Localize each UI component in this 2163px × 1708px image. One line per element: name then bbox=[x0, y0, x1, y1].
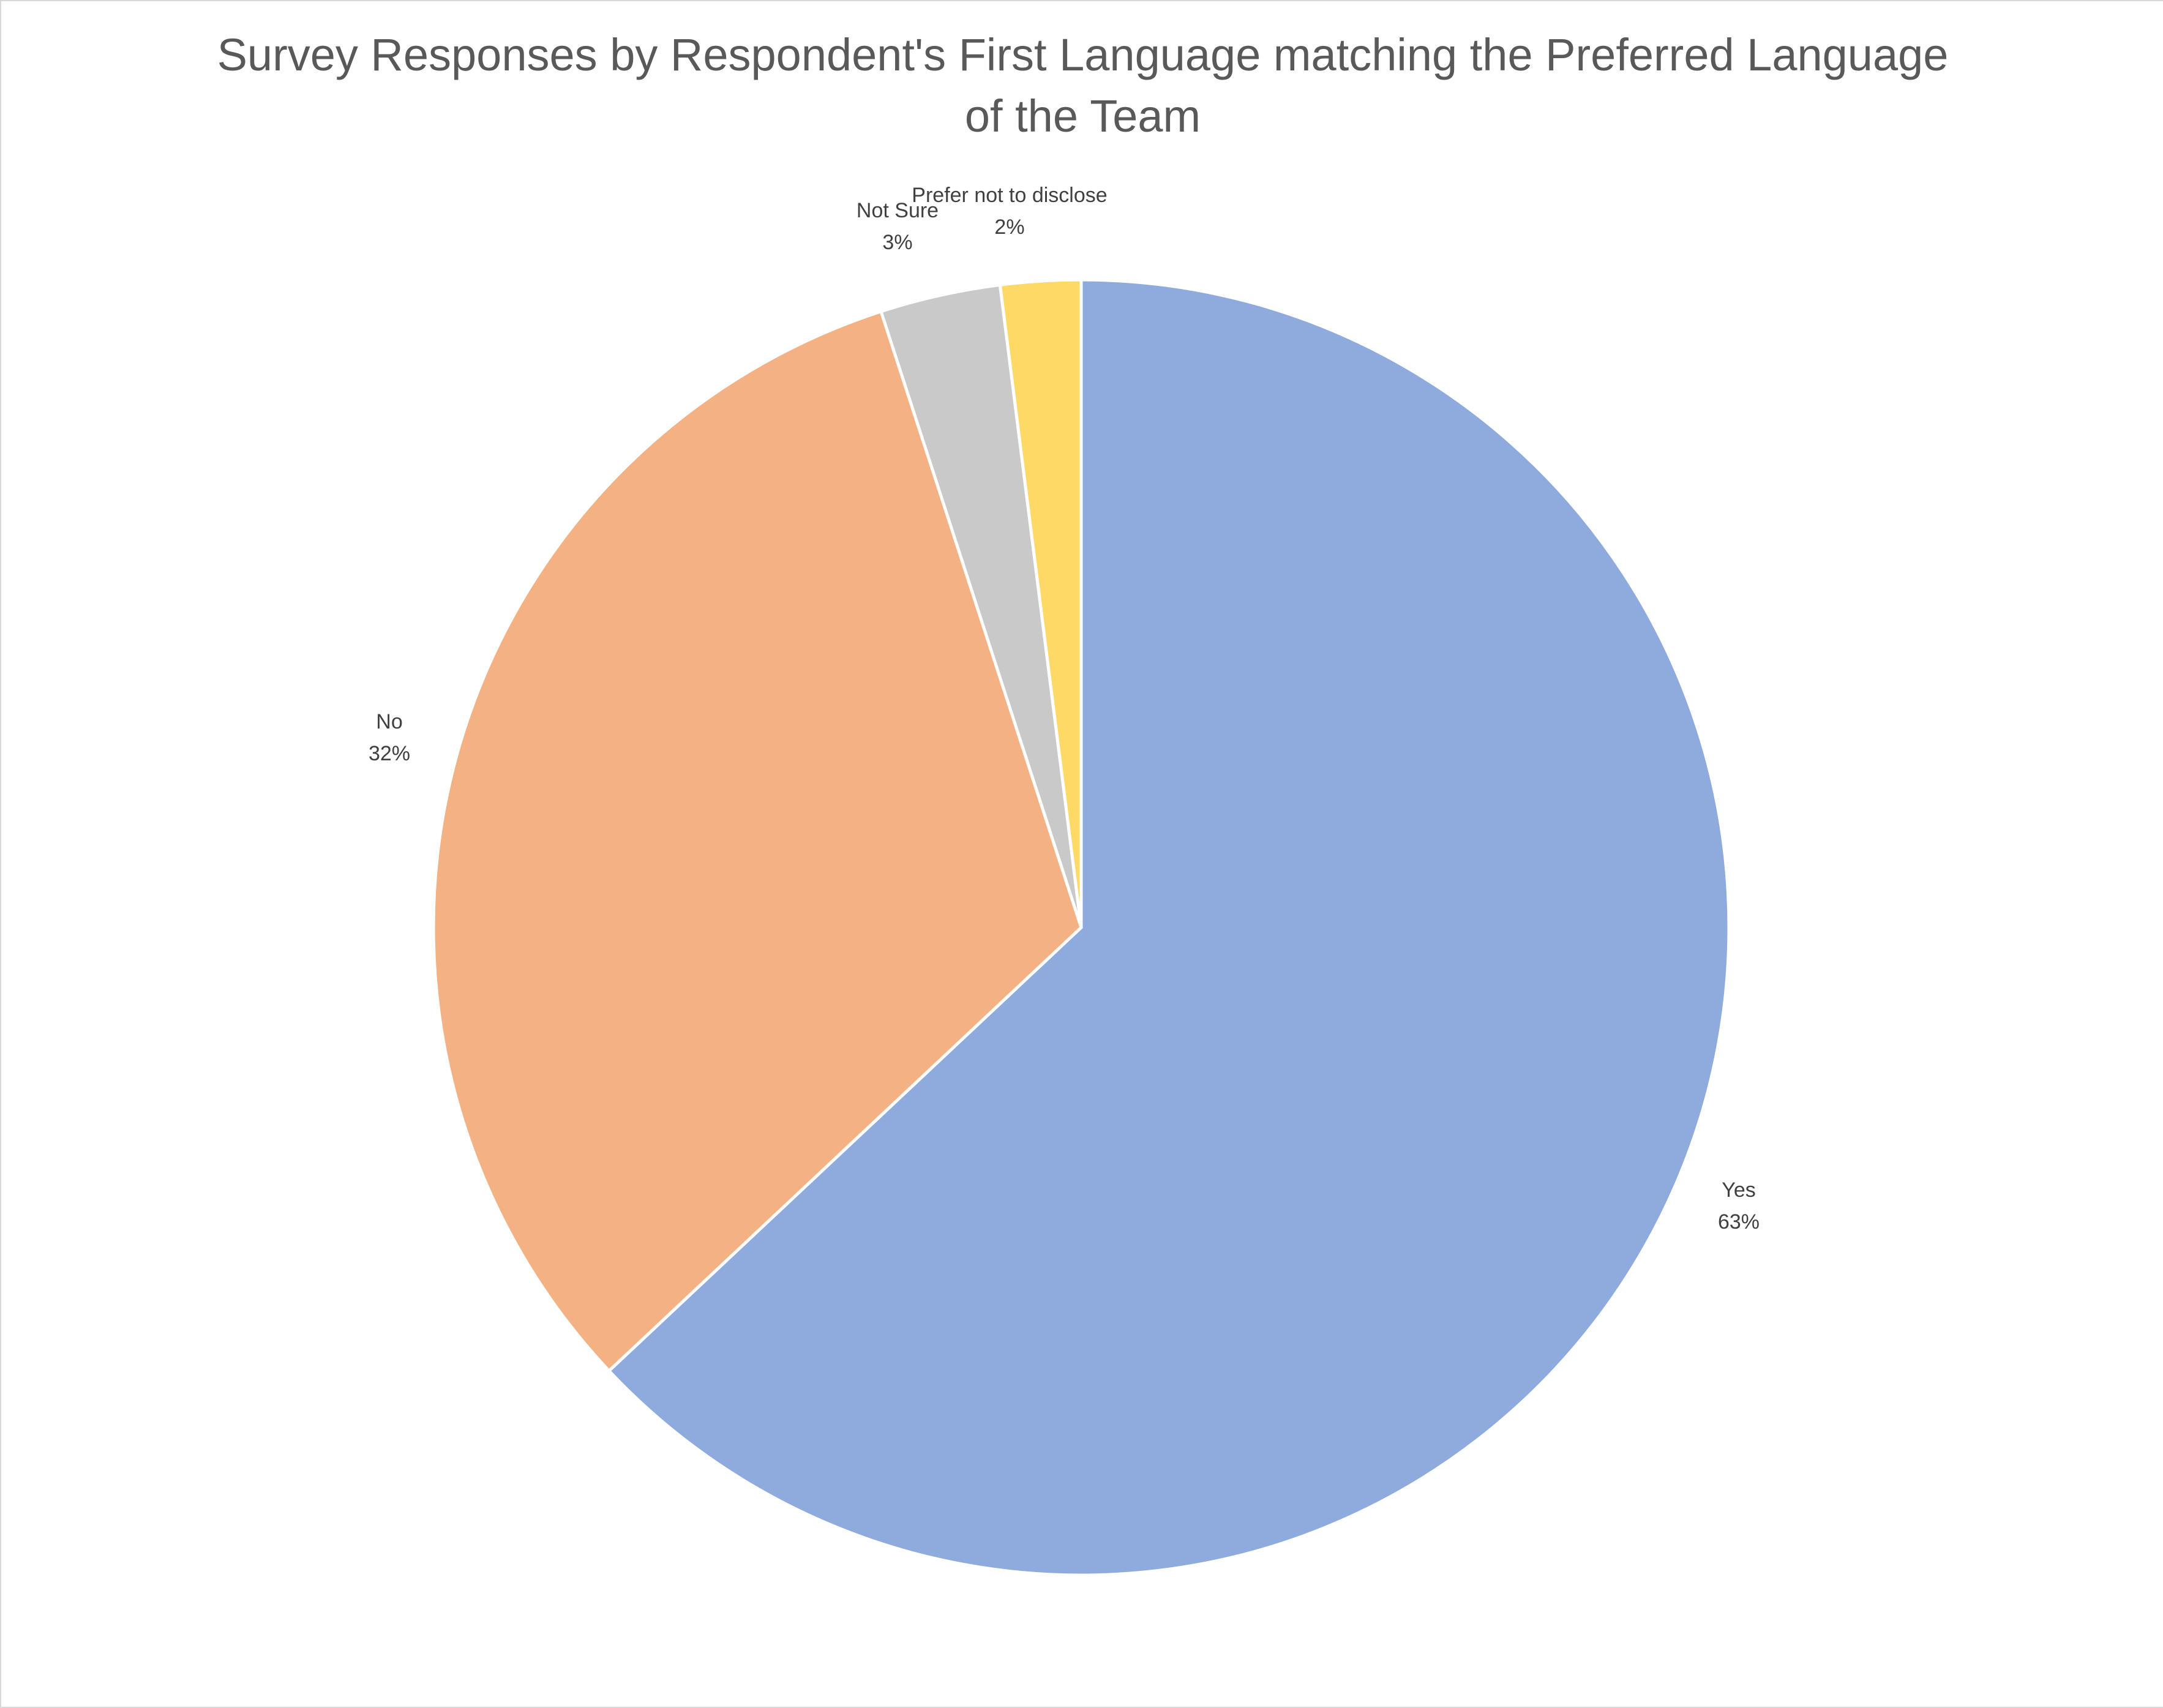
slice-label-category: Prefer not to disclose bbox=[912, 184, 1107, 207]
pie-labels: Yes 63% No 32% Not Sure 3% Prefer not to discl… bbox=[369, 184, 1760, 1234]
slice-label-category: No bbox=[376, 710, 402, 733]
slice-label-percent: 2% bbox=[994, 215, 1024, 239]
chart-title-line-2: of the Team bbox=[964, 91, 1201, 141]
slice-label-category: Yes bbox=[1722, 1178, 1755, 1202]
pie-slice-prefer-not-to-disclose bbox=[998, 278, 1083, 928]
slice-label-category: Not Sure bbox=[857, 199, 939, 222]
pie-slices bbox=[432, 278, 1731, 1577]
chart-title-line-1: Survey Responses by Respondent's First L… bbox=[217, 29, 1949, 80]
pie-slice-no bbox=[432, 309, 1083, 1373]
chart-title: Survey Responses by Respondent's First L… bbox=[1, 24, 2163, 147]
slice-label-percent: 63% bbox=[1718, 1210, 1760, 1234]
pie-slice-yes bbox=[607, 278, 1731, 1577]
slice-label-percent: 3% bbox=[882, 231, 912, 254]
slice-label-percent: 32% bbox=[369, 742, 410, 765]
